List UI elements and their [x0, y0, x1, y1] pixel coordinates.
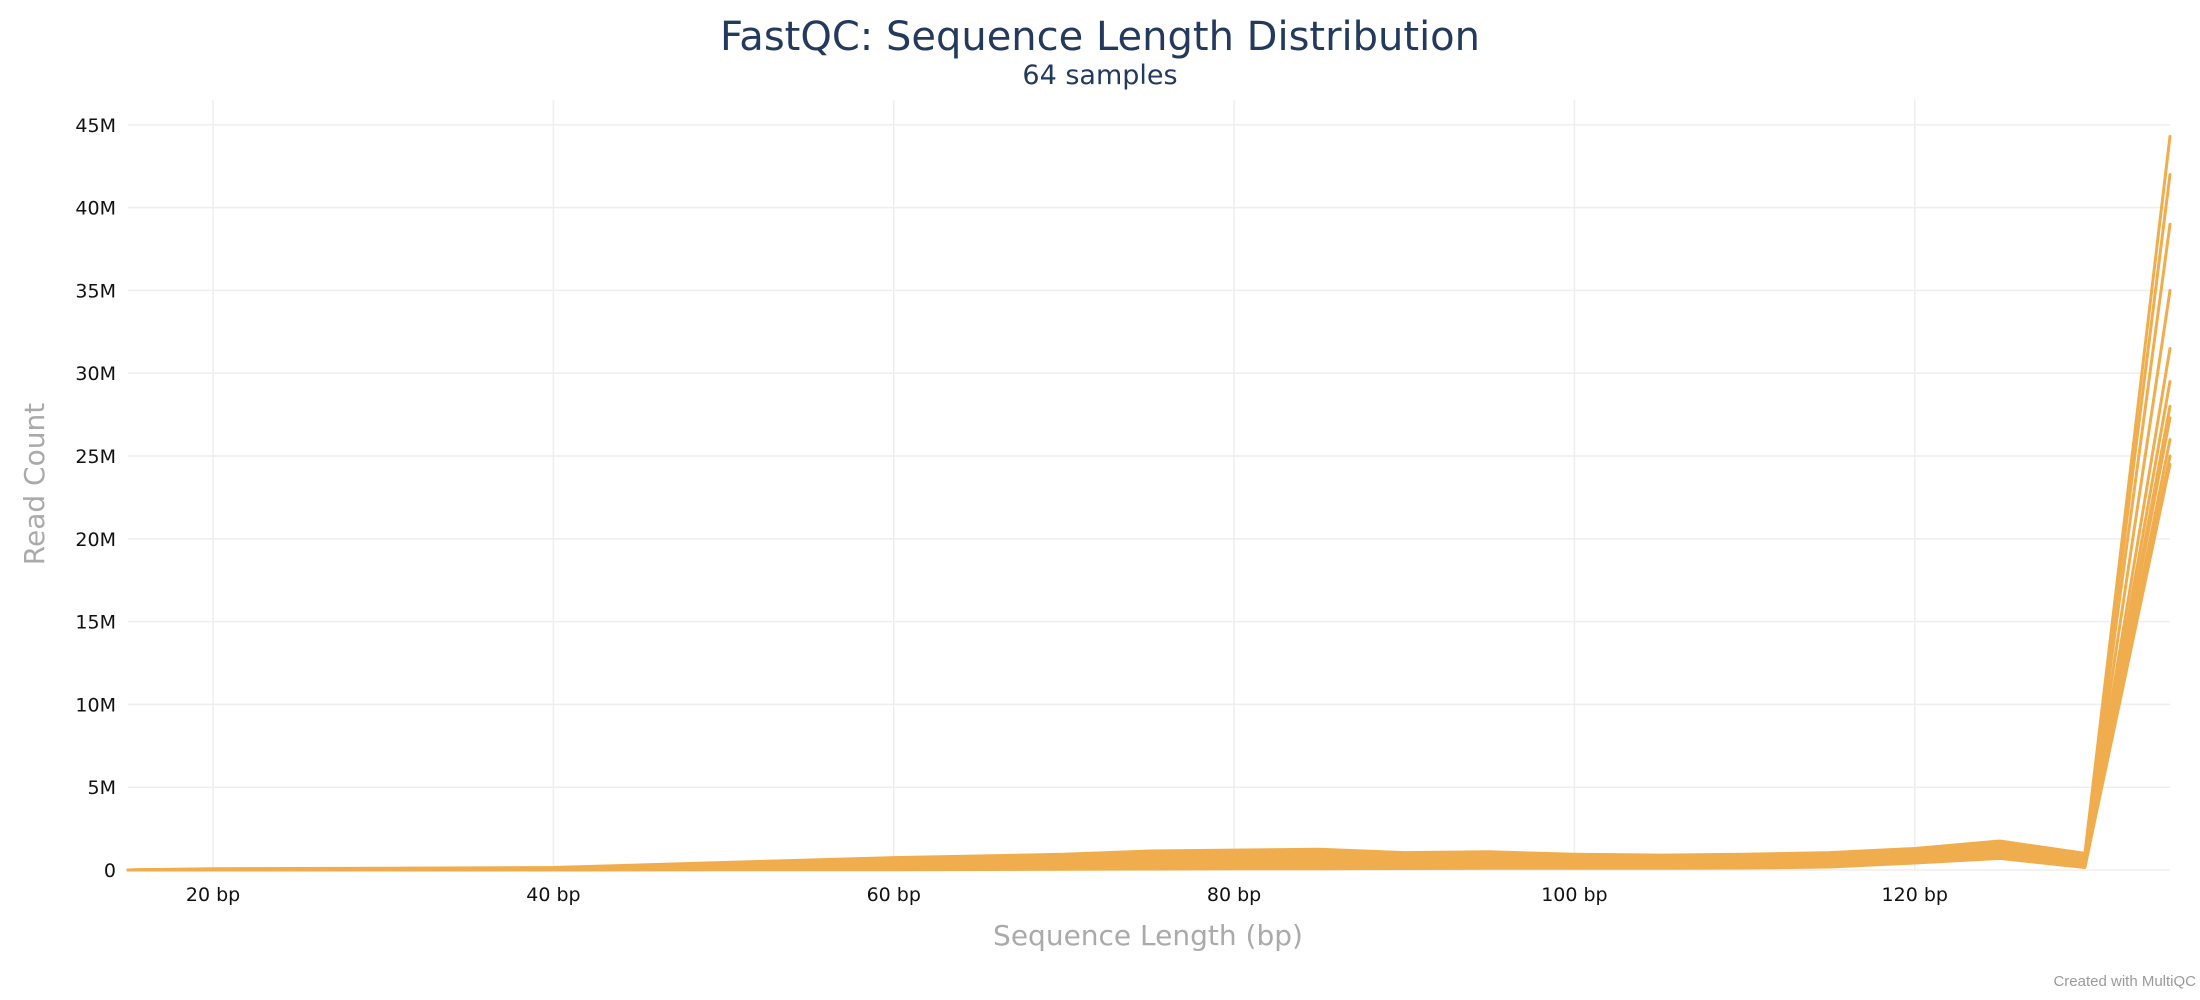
series-line[interactable]: [126, 173, 2172, 872]
multiqc-credit: Created with MultiQC: [2053, 973, 2196, 990]
x-tick-label: 60 bp: [867, 884, 921, 906]
y-axis-ticks: 0 5M 10M 15M 20M 25M 30M 35M 40M 45M: [75, 115, 116, 882]
y-tick-label: 5M: [88, 777, 116, 799]
y-tick-label: 45M: [75, 115, 116, 137]
grid-lines: [128, 100, 2170, 871]
x-axis-label: Sequence Length (bp): [993, 919, 1303, 952]
plot-area: [126, 134, 2172, 872]
x-tick-label: 80 bp: [1207, 884, 1261, 906]
series-line[interactable]: [126, 288, 2172, 872]
chart-title: FastQC: Sequence Length Distribution: [720, 14, 1480, 60]
series-line[interactable]: [126, 416, 2172, 872]
y-tick-label: 25M: [75, 446, 116, 468]
x-tick-label: 120 bp: [1882, 884, 1948, 906]
y-tick-label: 10M: [75, 694, 116, 716]
series-line[interactable]: [126, 454, 2172, 872]
series-line[interactable]: [126, 462, 2172, 872]
series-line[interactable]: [126, 346, 2172, 872]
y-tick-label: 30M: [75, 363, 116, 385]
y-tick-label: 15M: [75, 612, 116, 634]
series-line[interactable]: [126, 404, 2172, 872]
series-line[interactable]: [126, 134, 2172, 872]
series-line[interactable]: [126, 222, 2172, 872]
x-tick-label: 100 bp: [1541, 884, 1607, 906]
chart-subtitle: 64 samples: [1022, 60, 1177, 91]
y-tick-label: 20M: [75, 529, 116, 551]
series-line[interactable]: [126, 438, 2172, 872]
y-tick-label: 0: [104, 860, 116, 882]
x-tick-label: 20 bp: [186, 884, 240, 906]
y-tick-label: 35M: [75, 280, 116, 302]
x-tick-label: 40 bp: [526, 884, 580, 906]
series-line[interactable]: [126, 380, 2172, 872]
y-axis-label: Read Count: [18, 403, 51, 565]
x-axis-ticks: 20 bp 40 bp 60 bp 80 bp 100 bp 120 bp: [186, 884, 1948, 906]
y-tick-label: 40M: [75, 198, 116, 220]
